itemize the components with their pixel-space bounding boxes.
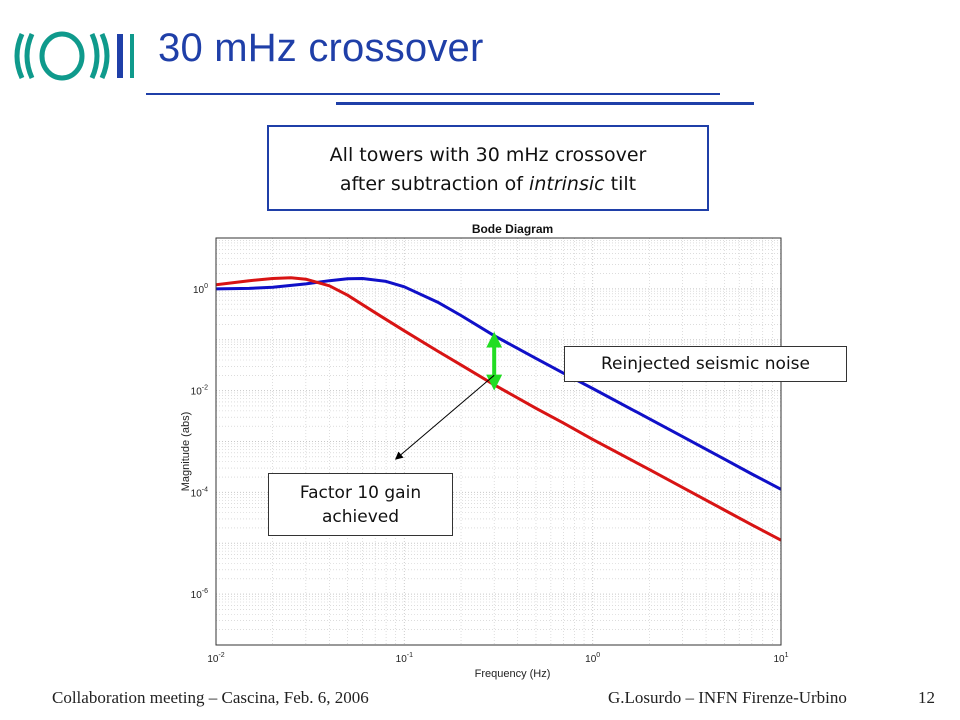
y-tick-label: 10-4	[191, 486, 208, 499]
page-number: 12	[918, 688, 935, 707]
x-tick-label: 101	[773, 652, 788, 665]
x-axis-title: Frequency (Hz)	[475, 668, 551, 680]
title-underline-accent	[336, 102, 754, 105]
summary-callout: All towers with 30 mHz crossover after s…	[267, 125, 709, 211]
footer-meeting: Collaboration meeting – Cascina, Feb. 6,…	[52, 688, 369, 707]
pointer-arrow	[394, 374, 495, 460]
y-axis-title: Magnitude (abs)	[180, 412, 192, 492]
series-line-2	[216, 276, 781, 542]
x-tick-label: 10-2	[207, 652, 224, 665]
title-underline	[146, 93, 720, 95]
summary-line-2-pre: after subtraction of	[339, 173, 530, 195]
y-tick-label: 10-2	[191, 385, 208, 398]
chart-title: Bode Diagram	[472, 222, 553, 236]
reinjected-noise-label: Reinjected seismic noise	[564, 346, 847, 382]
virgo-logo	[14, 31, 134, 81]
slide-title: 30 mHz crossover	[158, 26, 484, 70]
y-tick-label: 100	[193, 283, 208, 296]
x-tick-label: 10-1	[396, 652, 413, 665]
plot-frame	[215, 237, 782, 646]
summary-line-1: All towers with 30 mHz crossover	[329, 144, 647, 166]
x-tick-label: 100	[585, 652, 600, 665]
factor-gain-line-1: Factor 10 gain	[299, 483, 422, 503]
summary-line-2: after subtraction of intrinsic tilt	[269, 170, 707, 199]
factor-gain-label: Factor 10 gain achieved	[268, 473, 453, 536]
summary-line-2-post: tilt	[604, 173, 637, 195]
series-line-1	[216, 277, 781, 491]
y-tick-label: 10-6	[191, 588, 208, 601]
summary-line-2-em: intrinsic	[529, 173, 605, 195]
footer-author: G.Losurdo – INFN Firenze-Urbino	[608, 688, 847, 707]
factor-gain-line-2: achieved	[321, 507, 400, 527]
